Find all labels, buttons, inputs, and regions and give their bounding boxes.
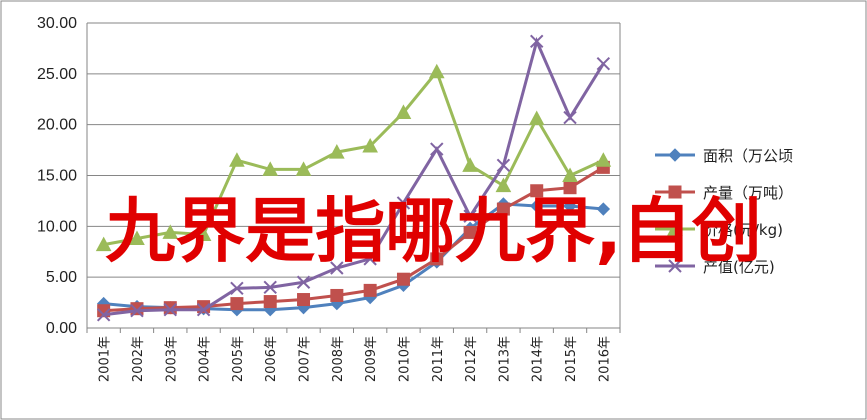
legend-label: 价格(元/kg) (703, 221, 783, 239)
data-point (595, 152, 612, 167)
data-point (230, 281, 244, 296)
x-tick-label: 2001年 (98, 336, 113, 382)
data-point (130, 304, 144, 318)
x-tick-label: 2011年 (431, 336, 446, 382)
data-point (163, 301, 177, 315)
data-point (396, 272, 410, 286)
x-tick-label: 2014年 (531, 336, 546, 382)
overlay-caption: 九界是指哪九界,自创 (0, 170, 867, 280)
data-point (129, 230, 145, 246)
y-tick-label: 15.00 (37, 168, 77, 185)
y-tick-label: 5.00 (46, 269, 77, 286)
data-point (563, 199, 577, 213)
data-point (96, 308, 111, 322)
legend-item: 价格(元/kg) (655, 220, 783, 239)
data-point (430, 142, 444, 156)
data-point (463, 209, 477, 223)
series-layer (95, 34, 612, 322)
data-point (295, 161, 312, 176)
data-point (362, 137, 378, 153)
data-point (395, 104, 412, 119)
legend-label: 面积（万公顷 (703, 147, 793, 165)
legend-label: 产值(亿元) (703, 258, 775, 276)
data-point (195, 226, 212, 241)
series-x (96, 34, 611, 322)
data-point (430, 252, 444, 266)
data-point (496, 158, 511, 173)
legend-label: 产量（万吨） (703, 184, 793, 202)
x-tick-label: 2005年 (231, 336, 246, 382)
data-point (462, 157, 478, 172)
data-point (463, 225, 477, 239)
data-point (162, 224, 179, 239)
data-point (163, 302, 177, 317)
data-point (562, 167, 578, 182)
x-tick-label: 2015年 (564, 336, 579, 382)
x-tick-label: 2007年 (298, 336, 313, 382)
legend-item: 产值(亿元) (655, 258, 775, 276)
data-point (329, 144, 345, 159)
y-tick-label: 10.00 (37, 218, 77, 235)
data-point (530, 34, 544, 49)
y-tick-label: 25.00 (37, 66, 77, 83)
y-tick-label: 0.00 (46, 320, 77, 337)
axes: 0.00 5.00 10.00 15.00 20.00 25.00 30.00 2001年 20… (37, 15, 621, 382)
data-point (263, 295, 277, 309)
x-tick-label: 2002年 (131, 336, 146, 382)
x-tick-label: 2013年 (497, 336, 512, 382)
legend-item: 面积（万公顷 (655, 147, 793, 165)
data-point (363, 283, 377, 297)
series-line (103, 166, 605, 313)
data-point (496, 202, 510, 216)
y-tick-label: 30.00 (37, 15, 77, 32)
data-point (262, 161, 279, 176)
data-point (563, 110, 577, 125)
data-point (229, 152, 245, 167)
x-tick-label: 2008年 (331, 336, 346, 382)
data-point (528, 110, 545, 126)
overlay-text: 九界是指哪九界,自创 (105, 189, 762, 272)
data-point (230, 297, 244, 311)
data-point (668, 259, 682, 273)
data-point (95, 236, 112, 252)
data-point (495, 177, 512, 193)
data-point (130, 302, 144, 316)
x-tick-label: 2003年 (164, 336, 179, 382)
data-point (396, 196, 411, 210)
data-point (297, 293, 311, 307)
data-point (263, 280, 277, 295)
data-point (530, 184, 544, 198)
data-point (596, 202, 611, 216)
series-line (103, 68, 604, 247)
data-point (196, 302, 211, 317)
x-tick-label: 2012年 (464, 336, 479, 382)
data-point (330, 261, 344, 275)
x-tick-label: 2010年 (397, 336, 412, 382)
data-point (330, 288, 344, 302)
series-square (97, 160, 610, 318)
x-tick-label: 2004年 (198, 336, 213, 382)
data-point (668, 148, 682, 162)
series-triangle (95, 63, 612, 252)
data-point (668, 185, 682, 199)
x-tick-label: 2016年 (597, 336, 612, 382)
data-point (296, 275, 311, 289)
x-tick-label: 2006年 (264, 336, 279, 382)
data-point (667, 220, 683, 236)
series-line (103, 36, 605, 317)
y-tick-label: 20.00 (37, 117, 77, 134)
data-point (363, 252, 377, 266)
data-point (428, 63, 445, 79)
x-tick-label: 2009年 (364, 336, 379, 382)
legend-item: 产量（万吨） (655, 184, 793, 202)
data-point (596, 56, 611, 71)
data-point (530, 199, 544, 213)
